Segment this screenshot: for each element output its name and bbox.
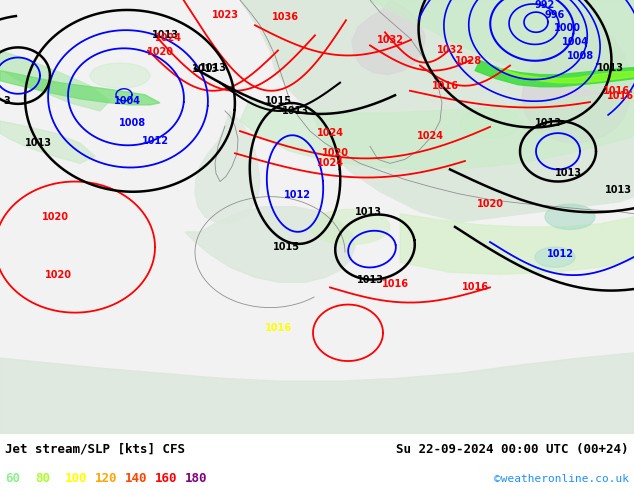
Text: 1024: 1024 — [155, 33, 181, 43]
Text: 1013: 1013 — [354, 207, 382, 217]
Text: 1013: 1013 — [200, 63, 227, 73]
Text: 1008: 1008 — [119, 118, 146, 128]
Text: 1012: 1012 — [283, 190, 311, 199]
Polygon shape — [522, 0, 632, 143]
Polygon shape — [498, 69, 634, 83]
Text: 1004: 1004 — [113, 96, 141, 106]
Text: 1008: 1008 — [566, 51, 593, 61]
Text: 1012: 1012 — [141, 136, 169, 146]
Text: 1024: 1024 — [316, 158, 344, 169]
Ellipse shape — [310, 209, 390, 245]
Text: 180: 180 — [185, 472, 207, 485]
Polygon shape — [400, 214, 634, 274]
Polygon shape — [340, 0, 634, 184]
Text: 1013: 1013 — [281, 106, 309, 116]
Text: 1020: 1020 — [44, 270, 72, 280]
Polygon shape — [195, 111, 260, 224]
Text: 1016: 1016 — [432, 81, 458, 91]
Text: 1032: 1032 — [436, 46, 463, 55]
Text: 1024: 1024 — [417, 131, 444, 141]
Text: Jet stream/SLP [kts] CFS: Jet stream/SLP [kts] CFS — [5, 443, 185, 456]
Text: 1020: 1020 — [477, 199, 503, 209]
Text: 1015: 1015 — [264, 96, 292, 106]
Text: ©weatheronline.co.uk: ©weatheronline.co.uk — [494, 474, 629, 484]
Polygon shape — [240, 91, 634, 170]
Text: 1013: 1013 — [555, 169, 581, 178]
Polygon shape — [240, 0, 634, 222]
Text: 1024: 1024 — [316, 128, 344, 138]
Text: 1016: 1016 — [602, 86, 630, 96]
Text: 1016: 1016 — [264, 323, 292, 333]
Text: 140: 140 — [125, 472, 148, 485]
Text: 1013: 1013 — [534, 118, 562, 128]
Text: 120: 120 — [95, 472, 117, 485]
Text: 1000: 1000 — [553, 23, 581, 33]
Ellipse shape — [535, 247, 575, 267]
Text: 1016: 1016 — [462, 282, 489, 293]
Text: 1013: 1013 — [25, 138, 51, 148]
Text: Su 22-09-2024 00:00 UTC (00+24): Su 22-09-2024 00:00 UTC (00+24) — [396, 443, 629, 456]
Polygon shape — [0, 71, 160, 105]
Polygon shape — [352, 0, 425, 74]
Text: 1013: 1013 — [152, 30, 179, 40]
Polygon shape — [0, 121, 95, 163]
Ellipse shape — [90, 63, 150, 88]
Text: 1013: 1013 — [597, 63, 623, 73]
Text: 1012: 1012 — [547, 249, 574, 259]
Text: 100: 100 — [65, 472, 87, 485]
Polygon shape — [475, 60, 634, 87]
Text: 1032: 1032 — [377, 35, 403, 46]
Text: 1016: 1016 — [382, 279, 408, 290]
Text: 1013: 1013 — [191, 64, 219, 74]
Text: 1023: 1023 — [212, 10, 238, 20]
Polygon shape — [0, 353, 634, 434]
Text: 1013: 1013 — [604, 185, 631, 195]
Polygon shape — [0, 0, 634, 434]
Polygon shape — [0, 50, 110, 111]
Text: 1004: 1004 — [562, 37, 588, 48]
Text: 1036: 1036 — [271, 12, 299, 22]
Text: 3: 3 — [3, 96, 10, 106]
Text: 1028: 1028 — [455, 55, 482, 66]
Polygon shape — [370, 0, 634, 96]
Polygon shape — [185, 207, 355, 282]
Text: 60: 60 — [5, 472, 20, 485]
Ellipse shape — [460, 108, 520, 138]
Text: 1020: 1020 — [321, 148, 349, 158]
Text: 160: 160 — [155, 472, 178, 485]
Text: 1015: 1015 — [273, 242, 299, 252]
Text: 1020: 1020 — [146, 48, 174, 57]
Ellipse shape — [545, 204, 595, 229]
Text: 80: 80 — [35, 472, 50, 485]
Text: 996: 996 — [545, 10, 565, 20]
Text: 1013: 1013 — [356, 275, 384, 285]
Text: 1016: 1016 — [607, 91, 633, 101]
Text: 1020: 1020 — [41, 212, 68, 222]
Text: 992: 992 — [535, 0, 555, 10]
